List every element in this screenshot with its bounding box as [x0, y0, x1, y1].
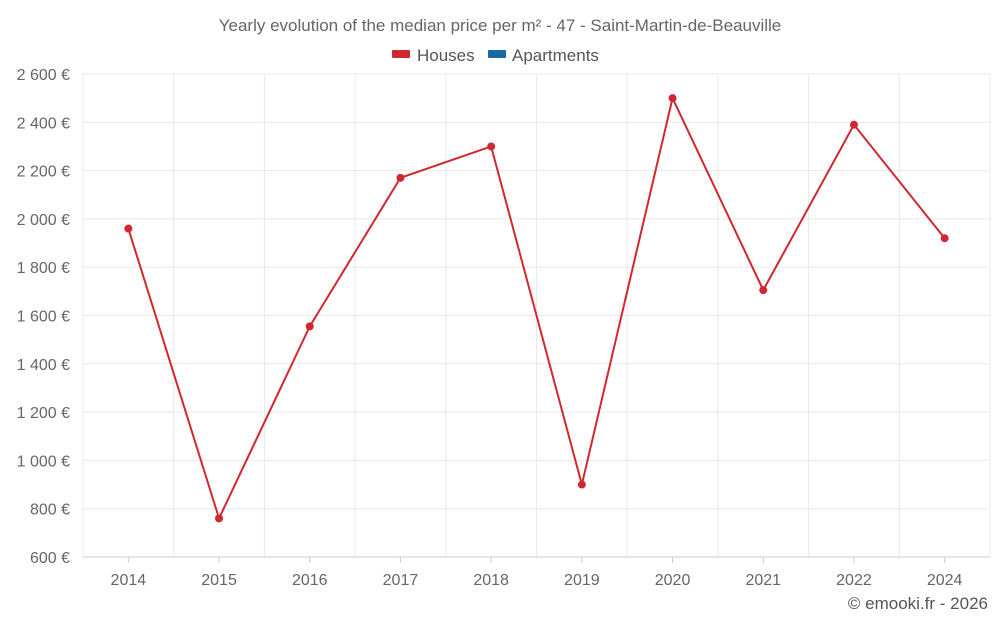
data-point[interactable]	[577, 480, 586, 489]
y-tick-label: 1 200 €	[17, 405, 70, 422]
data-point[interactable]	[849, 120, 858, 129]
legend-swatch-apartments[interactable]	[488, 50, 506, 58]
y-tick-label: 1 400 €	[17, 357, 70, 374]
data-point[interactable]	[940, 234, 949, 243]
data-point[interactable]	[305, 322, 314, 331]
x-tick-label: 2018	[473, 572, 509, 589]
legend-label-houses[interactable]: Houses	[417, 46, 475, 65]
data-point[interactable]	[668, 94, 677, 103]
y-tick-label: 800 €	[30, 502, 70, 519]
legend: Houses Apartments	[392, 46, 599, 65]
y-tick-label: 2 000 €	[17, 212, 70, 229]
y-tick-label: 1 800 €	[17, 260, 70, 277]
x-tick-label: 2017	[383, 572, 419, 589]
series-houses	[124, 94, 949, 523]
y-tick-label: 1 600 €	[17, 309, 70, 326]
x-tick-label: 2024	[927, 572, 963, 589]
legend-swatch-houses[interactable]	[392, 50, 410, 58]
y-tick-label: 2 600 €	[17, 67, 70, 84]
y-tick-label: 1 000 €	[17, 453, 70, 470]
x-tick-label: 2021	[745, 572, 781, 589]
credit-text: © emooki.fr - 2026	[848, 594, 988, 613]
data-point[interactable]	[396, 173, 405, 182]
x-tick-label: 2022	[836, 572, 872, 589]
x-axis-ticks: 2014 2015 2016 2017 2018 2019 2020 2021 2022 2024	[111, 557, 963, 589]
data-point[interactable]	[759, 286, 768, 295]
legend-label-apartments[interactable]: Apartments	[512, 46, 599, 65]
y-tick-label: 600 €	[30, 550, 70, 567]
data-point[interactable]	[487, 142, 496, 151]
x-tick-label: 2019	[564, 572, 600, 589]
y-tick-label: 2 200 €	[17, 164, 70, 181]
chart-title: Yearly evolution of the median price per…	[219, 16, 782, 35]
x-tick-label: 2015	[201, 572, 237, 589]
x-tick-label: 2016	[292, 572, 328, 589]
data-point[interactable]	[124, 224, 133, 233]
y-tick-label: 2 400 €	[17, 115, 70, 132]
series-line	[127, 97, 946, 520]
x-tick-label: 2014	[111, 572, 147, 589]
y-axis-ticks: 600 € 800 € 1 000 € 1 200 € 1 400 € 1 600 € 1 …	[17, 67, 70, 567]
data-point[interactable]	[215, 514, 224, 523]
x-tick-label: 2020	[655, 572, 691, 589]
